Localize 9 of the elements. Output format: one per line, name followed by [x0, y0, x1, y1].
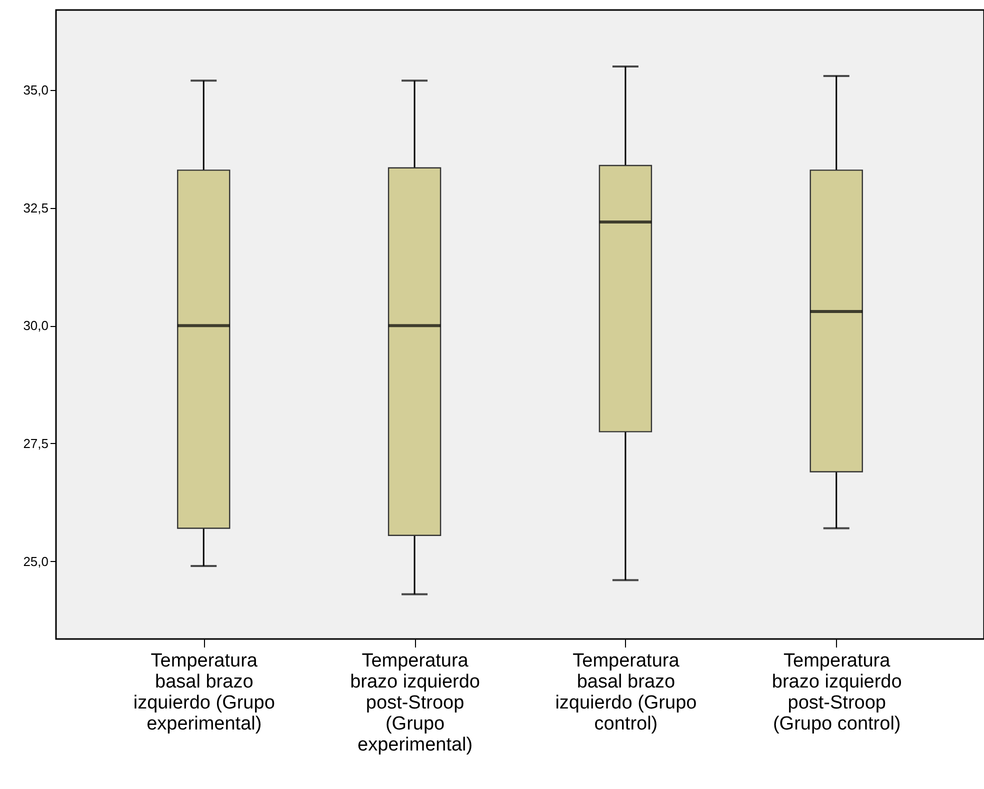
x-tick-label: Temperatura brazo izquierdo post-Stroop (Grupo experimental) [350, 650, 480, 756]
y-tick-label: 32,5 [23, 200, 48, 216]
x-tick-label: Temperatura brazo izquierdo post-Stroop (Grupo control) [772, 650, 902, 734]
y-tick-label: 25,0 [23, 554, 48, 569]
y-tick-label: 35,0 [23, 82, 48, 98]
y-tick-label: 27,5 [23, 436, 48, 451]
x-tick-label: Temperatura basal brazo izquierdo (Grupo control) [555, 650, 697, 734]
x-tick-label: Temperatura basal brazo izquierdo (Grupo experimental) [133, 650, 275, 734]
y-tick-label: 30,0 [23, 318, 48, 334]
